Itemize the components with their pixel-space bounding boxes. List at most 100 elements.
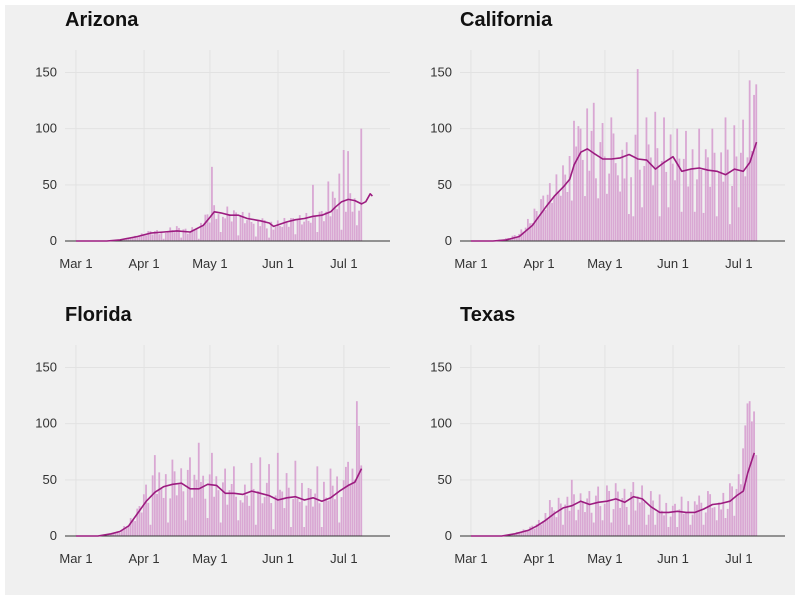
bar — [160, 487, 163, 536]
bar — [342, 480, 345, 536]
bar — [204, 498, 207, 536]
bar — [160, 232, 163, 241]
bar — [336, 476, 338, 536]
bar — [338, 173, 341, 241]
bar — [606, 485, 608, 536]
bar — [612, 509, 615, 536]
bar — [660, 160, 663, 241]
bar — [178, 227, 180, 241]
bar — [270, 503, 273, 536]
bar — [158, 472, 161, 536]
bar — [246, 220, 248, 241]
bar — [592, 102, 595, 242]
bar — [314, 493, 317, 536]
bar — [568, 156, 571, 241]
bar — [610, 522, 613, 536]
panel-title: California — [460, 9, 553, 31]
bar — [632, 482, 635, 536]
bar — [526, 531, 529, 536]
bar — [270, 221, 273, 241]
bar — [674, 503, 676, 536]
bar — [287, 226, 290, 241]
bar — [228, 490, 231, 536]
bar — [261, 503, 264, 536]
bar — [562, 524, 564, 536]
bar — [603, 503, 606, 536]
bar — [305, 212, 308, 241]
bar — [619, 507, 622, 536]
chart-plot: 0 50 100 150 Mar 1 Apr 1 May 1 Jun 1 Jul 1 — [35, 345, 390, 566]
bar — [342, 149, 345, 241]
y-tick-label: 0 — [445, 528, 452, 543]
bar — [323, 481, 325, 536]
bar — [529, 223, 531, 241]
bar — [674, 180, 676, 241]
bar — [691, 149, 694, 241]
y-tick-label: 150 — [35, 359, 57, 374]
bar — [287, 487, 290, 536]
panel-texas: Texas 0 50 100 150 Mar 1 Apr 1 May 1 Jun 1 Jul 1 — [400, 300, 795, 595]
bar — [261, 218, 264, 241]
bar — [226, 504, 229, 536]
bar — [687, 186, 690, 241]
x-tick-label: May 1 — [587, 256, 622, 271]
x-tick-label: Jul 1 — [330, 551, 357, 566]
y-tick-label: 100 — [35, 121, 57, 136]
bar — [263, 220, 266, 241]
bar — [726, 149, 729, 241]
bar — [347, 461, 349, 536]
bar — [524, 529, 527, 536]
bar — [621, 498, 624, 536]
bar — [349, 484, 352, 536]
bar — [263, 497, 266, 536]
bar — [513, 533, 516, 536]
x-tick-label: Apr 1 — [524, 551, 555, 566]
bar — [298, 215, 301, 241]
bar — [298, 501, 301, 536]
bar — [180, 468, 183, 536]
bar — [722, 492, 725, 536]
bar — [281, 491, 284, 536]
bar — [145, 235, 147, 241]
bar — [206, 214, 209, 241]
bar — [325, 211, 328, 241]
x-tick-label: Jun 1 — [262, 256, 294, 271]
bar — [355, 401, 358, 536]
bar — [544, 209, 547, 241]
bar — [641, 485, 643, 536]
bar — [156, 494, 158, 536]
bar — [338, 522, 341, 536]
bar — [230, 483, 233, 536]
bar — [186, 469, 189, 536]
bar — [145, 484, 147, 536]
bar — [327, 181, 330, 241]
bar — [625, 142, 628, 241]
bar — [551, 507, 553, 536]
bar — [257, 220, 259, 241]
bar — [112, 533, 115, 536]
bar — [283, 217, 286, 241]
bar — [331, 191, 334, 241]
bar — [303, 221, 306, 241]
bar — [276, 452, 279, 536]
bar — [248, 505, 251, 536]
bar — [544, 512, 547, 536]
average-line — [76, 468, 363, 537]
bar — [643, 166, 646, 241]
bar — [292, 498, 295, 536]
bar — [116, 531, 119, 536]
bar — [167, 522, 169, 536]
bar — [173, 471, 176, 536]
x-tick-label: Mar 1 — [454, 551, 487, 566]
bar — [358, 210, 360, 241]
bar — [711, 128, 714, 241]
bar — [693, 211, 696, 241]
bar — [200, 481, 202, 536]
bar — [134, 521, 136, 536]
y-tick-label: 150 — [430, 64, 452, 79]
bar — [235, 212, 237, 241]
bar — [301, 224, 303, 241]
bar — [169, 498, 172, 536]
bar — [535, 211, 538, 241]
bar — [272, 229, 275, 241]
